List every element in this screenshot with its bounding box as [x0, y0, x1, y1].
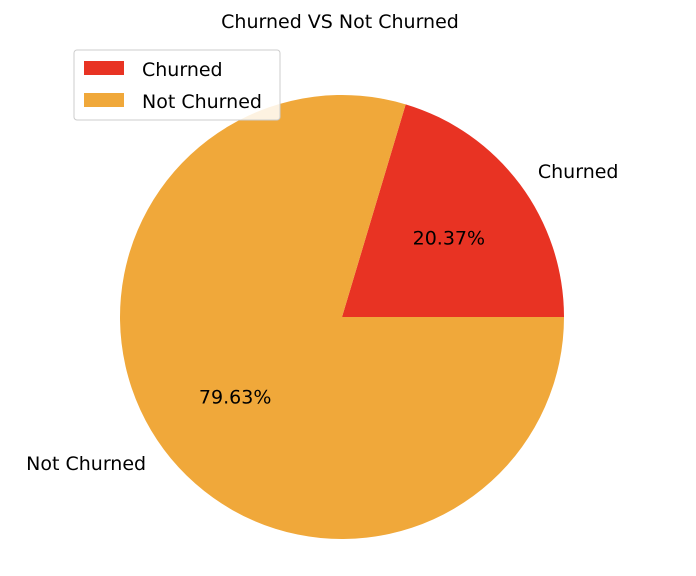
percent-labels: 20.37% 79.63%: [199, 227, 485, 408]
pie-slices: [119, 95, 564, 540]
legend-swatch-not-churned: [84, 93, 124, 107]
legend-swatch-churned: [84, 61, 124, 75]
slice-label-churned: Churned: [538, 161, 619, 183]
pie-slice-not-churned: [119, 95, 564, 540]
chart-title: Churned VS Not Churned: [221, 11, 459, 33]
percent-label-churned: 20.37%: [413, 227, 485, 249]
legend-label-not-churned: Not Churned: [142, 91, 262, 113]
legend-label-churned: Churned: [142, 59, 223, 81]
legend-frame: [73, 49, 281, 121]
slice-labels: Churned Not Churned: [26, 161, 618, 475]
slice-label-not-churned: Not Churned: [26, 453, 146, 475]
pie-slice-churned: [342, 104, 564, 317]
percent-label-not-churned: 79.63%: [199, 387, 271, 409]
legend: Churned Not Churned: [73, 49, 281, 121]
